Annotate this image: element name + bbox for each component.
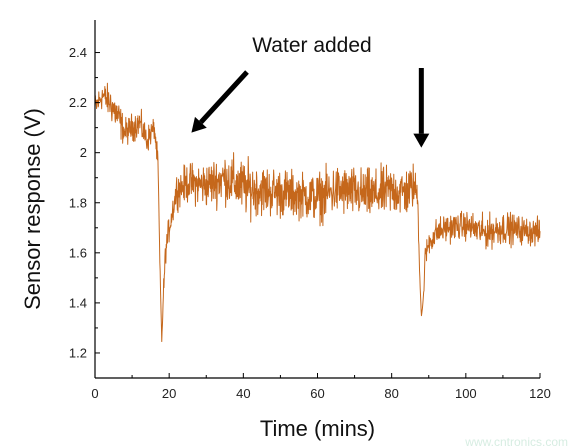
watermark: www.cntronics.com — [464, 435, 568, 448]
x-axis-label: Time (mins) — [260, 416, 375, 441]
x-tick-label: 20 — [162, 386, 176, 401]
y-tick-label: 1.8 — [69, 195, 87, 210]
y-axis-label: Sensor response (V) — [20, 108, 45, 310]
y-tick-label: 1.4 — [69, 295, 87, 310]
annotation-text: Water added — [252, 34, 371, 57]
plot-area — [94, 82, 541, 343]
arrow-2-icon — [413, 68, 430, 148]
y-tick-label: 1.2 — [69, 345, 87, 360]
x-tick-label: 100 — [455, 386, 477, 401]
x-ticks: 0 20 40 60 80 100 120 — [91, 373, 551, 401]
y-tick-label: 2.2 — [69, 95, 87, 110]
y-tick-label: 1.6 — [69, 245, 87, 260]
series-line-sensor-response — [94, 82, 541, 343]
x-tick-label: 80 — [384, 386, 398, 401]
y-tick-label: 2.4 — [69, 45, 87, 60]
x-tick-label: 60 — [310, 386, 324, 401]
x-tick-label: 40 — [236, 386, 250, 401]
x-tick-label: 120 — [529, 386, 551, 401]
x-tick-label: 0 — [91, 386, 98, 401]
arrow-1-icon — [191, 70, 249, 133]
y-ticks: 1.2 1.4 1.6 1.8 2 2.2 2.4 — [69, 45, 100, 360]
annotation-water-added: Water added — [191, 34, 430, 148]
y-tick-label: 2 — [80, 145, 87, 160]
